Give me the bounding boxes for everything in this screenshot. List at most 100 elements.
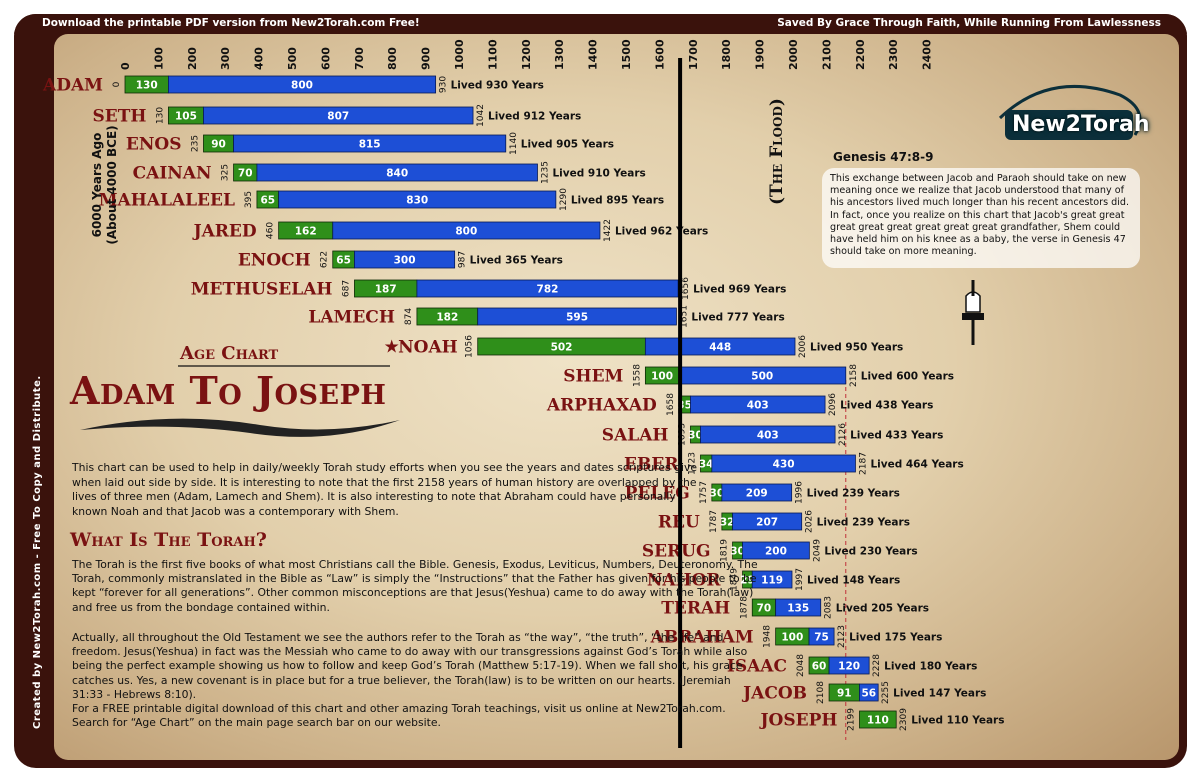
birth-year-label: 1878: [739, 596, 749, 619]
lived-years-label: Lived 895 Years: [571, 195, 664, 207]
death-year-label: 2026: [805, 510, 815, 533]
lived-years-label: Lived 950 Years: [810, 342, 903, 354]
birth-year-label: 874: [404, 308, 414, 325]
after-son-bar: [477, 307, 677, 326]
death-year-label: 2126: [838, 423, 848, 446]
axis-tick-label: 2300: [887, 39, 900, 70]
axis-tick-label: 300: [219, 47, 232, 70]
after-son-value: 56: [862, 688, 877, 700]
death-year-label: 2049: [812, 539, 822, 562]
after-son-bar: [751, 570, 793, 589]
death-year-label: 930: [439, 76, 449, 93]
years-ago-line1: 6000 Years Ago: [90, 132, 104, 238]
years-ago-line2: (About 4000 BCE): [105, 125, 119, 245]
chart-frame: Download the printable PDF version from …: [14, 14, 1187, 768]
after-son-bar: [808, 627, 835, 646]
intro-text: This chart can be used to help in daily/…: [72, 461, 698, 518]
after-son-value: 75: [814, 632, 829, 644]
death-year-label: 2228: [872, 654, 882, 677]
axis-tick-label: 0: [119, 62, 132, 70]
before-son-value: 100: [651, 371, 673, 383]
after-son-value: 209: [746, 488, 768, 500]
axis-tick-label: 900: [420, 47, 433, 70]
person-name: NOAH: [398, 338, 458, 358]
birth-year-label: 687: [341, 280, 351, 297]
death-year-label: 2083: [824, 596, 834, 619]
lived-years-label: Lived 205 Years: [836, 603, 929, 615]
person-name: JOSEPH: [759, 711, 838, 731]
after-son-value: 300: [394, 255, 416, 267]
after-son-value: 120: [838, 661, 860, 673]
after-son-value: 500: [751, 371, 773, 383]
before-son-value: 105: [175, 111, 197, 123]
birth-year-label: 622: [320, 251, 330, 268]
death-year-label: 2006: [798, 335, 808, 358]
axis-tick-label: 700: [353, 47, 366, 70]
axis-tick-label: 1700: [687, 39, 700, 70]
lived-years-label: Lived 777 Years: [691, 312, 784, 324]
after-son-value: 135: [787, 603, 809, 615]
person-name: ISAAC: [727, 657, 787, 677]
after-son-value: 119: [761, 575, 783, 587]
person-name: ENOCH: [238, 251, 311, 271]
person-name: ABRAHAM: [650, 628, 754, 648]
lived-years-label: Lived 148 Years: [807, 575, 900, 587]
after-son-value: 782: [537, 284, 559, 296]
death-year-label: 1651: [679, 305, 689, 328]
after-son-bar: [775, 598, 822, 617]
after-son-bar: [721, 483, 793, 502]
death-year-label: 1997: [795, 568, 805, 591]
logo-swirl: [998, 84, 1142, 136]
after-son-bar: [278, 190, 557, 209]
lived-years-label: Lived 910 Years: [552, 168, 645, 180]
death-year-label: 1656: [681, 277, 691, 300]
lived-years-label: Lived 962 Years: [615, 226, 708, 238]
hand-marker-base: [962, 313, 984, 320]
before-son-value: 29: [740, 575, 755, 587]
death-year-label: 1996: [795, 481, 805, 504]
person-name: ADAM: [42, 76, 103, 96]
person-name: MAHALALEEL: [99, 191, 235, 211]
after-son-value: 840: [386, 168, 408, 180]
axis-tick-label: 1000: [453, 39, 466, 70]
death-year-label: 987: [458, 251, 468, 268]
death-year-label: 1235: [540, 161, 550, 184]
lived-years-label: Lived 110 Years: [911, 715, 1004, 727]
birth-year-label: 235: [190, 135, 200, 152]
person-name: JARED: [192, 222, 257, 242]
lived-years-label: Lived 969 Years: [693, 284, 786, 296]
birth-year-label: 1819: [720, 539, 730, 562]
logo-backdrop: [1005, 110, 1133, 140]
main-title: Adam To Joseph: [70, 368, 387, 413]
before-son-value: 60: [812, 661, 827, 673]
lived-years-label: Lived 930 Years: [451, 80, 544, 92]
birth-year-label: 325: [221, 164, 231, 181]
axis-tick-label: 1900: [754, 39, 767, 70]
axis-tick-label: 2400: [921, 39, 934, 70]
person-name: LAMECH: [308, 308, 395, 328]
axis-tick-label: 2200: [854, 39, 867, 70]
death-year-label: 2309: [899, 708, 909, 731]
after-son-bar: [203, 106, 474, 125]
death-year-label: 2158: [849, 364, 859, 387]
lived-years-label: Lived 147 Years: [893, 688, 986, 700]
person-name: CAINAN: [133, 164, 212, 184]
birth-year-label: 1658: [666, 393, 676, 416]
person-name: PELEG: [625, 484, 690, 504]
torah-paragraph-2: Actually, all throughout the Old Testame…: [72, 631, 748, 701]
person-name: SHEM: [563, 367, 623, 387]
person-name: JACOB: [741, 684, 807, 704]
after-son-bar: [233, 134, 507, 153]
axis-tick-label: 1800: [720, 39, 733, 70]
after-son-bar: [354, 250, 456, 269]
axis-tick-label: 2100: [820, 39, 833, 70]
before-son-value: 70: [757, 603, 772, 615]
death-year-label: 1042: [476, 104, 486, 127]
lived-years-label: Lived 230 Years: [824, 546, 917, 558]
person-name: SERUG: [642, 542, 711, 562]
after-son-bar: [168, 75, 437, 94]
after-son-value: 448: [709, 342, 731, 354]
before-son-value: 187: [375, 284, 397, 296]
header-strip: Download the printable PDF version from …: [14, 14, 1187, 34]
lived-years-label: Lived 175 Years: [849, 632, 942, 644]
